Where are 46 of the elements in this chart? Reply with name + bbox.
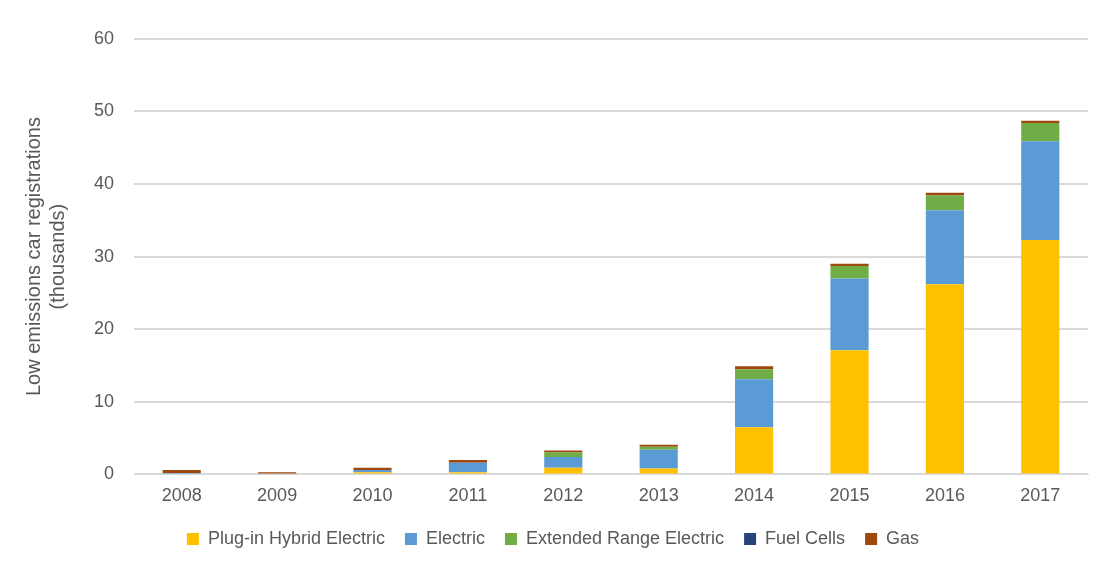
x-tick-label: 2012 — [543, 485, 584, 506]
legend-label: Extended Range Electric — [525, 527, 725, 548]
y-tick-label: 30 — [93, 245, 115, 266]
y-tick-label: 20 — [93, 318, 115, 339]
x-tick-label: 2010 — [352, 485, 393, 506]
legend-label: Plug-in Hybrid Electric — [207, 527, 385, 548]
x-tick-label: 2017 — [1020, 485, 1061, 506]
y-axis-title: Low emissions car registrations (thousands) — [21, 117, 68, 397]
legend-label: Gas — [886, 527, 920, 548]
bar — [925, 192, 964, 196]
bar — [735, 379, 774, 428]
bar — [830, 350, 869, 474]
bar — [925, 284, 964, 474]
y-tick-label: 40 — [93, 172, 115, 193]
x-tick-label: 2008 — [161, 485, 202, 506]
bar — [544, 467, 583, 474]
bar — [639, 449, 678, 469]
bar — [1021, 123, 1060, 142]
bar — [448, 459, 487, 463]
bar — [925, 195, 964, 211]
bar — [1021, 120, 1060, 124]
bar — [448, 462, 487, 473]
x-tick-label: 2015 — [829, 485, 870, 506]
legend-label: Electric — [425, 527, 485, 548]
y-tick-label: 10 — [93, 390, 115, 411]
bar — [1021, 141, 1060, 240]
bar — [735, 427, 774, 474]
bar — [830, 266, 869, 279]
bar — [925, 210, 964, 285]
bar — [830, 278, 869, 351]
x-tick-label: 2009 — [257, 485, 298, 506]
x-tick-label: 2014 — [734, 485, 775, 506]
bar — [1021, 239, 1060, 474]
x-tick-label: 2016 — [924, 485, 965, 506]
bar — [544, 456, 583, 468]
bar — [735, 369, 774, 380]
legend-label: Fuel Cells — [765, 527, 846, 548]
x-tick-label: 2013 — [638, 485, 679, 506]
y-tick-label: 50 — [93, 100, 115, 121]
y-tick-label: 0 — [104, 463, 115, 484]
bar — [544, 452, 583, 457]
x-tick-label: 2011 — [448, 485, 488, 506]
bar — [830, 263, 869, 267]
bar — [544, 450, 583, 453]
y-tick-label: 60 — [93, 27, 115, 48]
bar — [735, 366, 774, 370]
